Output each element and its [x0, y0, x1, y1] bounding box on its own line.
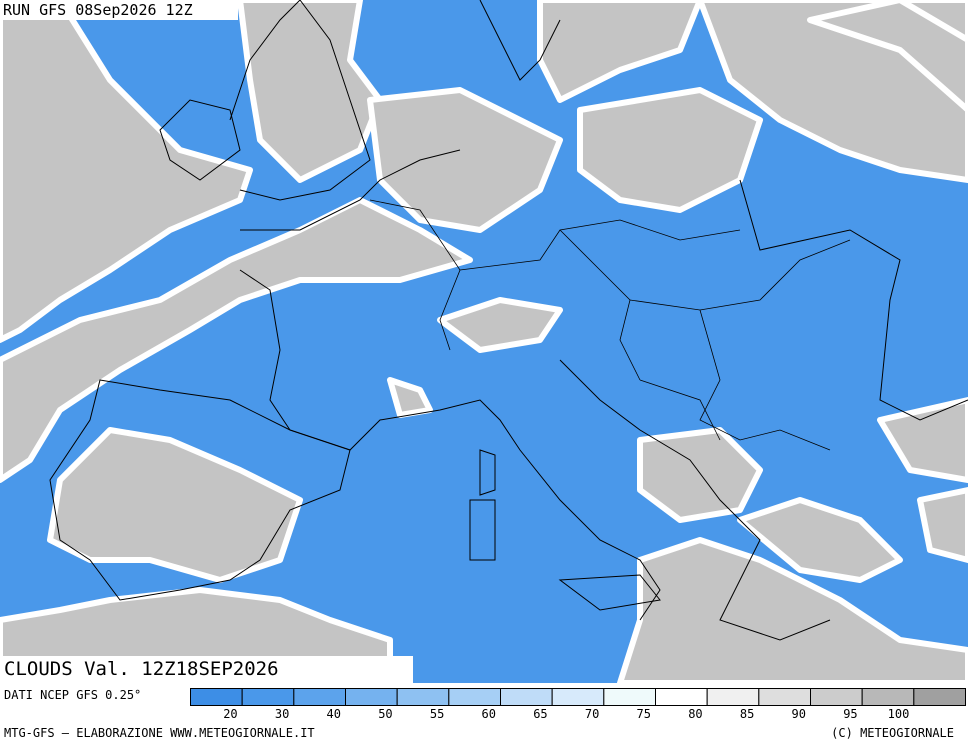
- scale-swatch: [706, 688, 760, 706]
- scale-label: 100: [888, 707, 910, 721]
- scale-swatch: [758, 688, 811, 706]
- copyright-label: (C) METEOGIORNALE: [831, 726, 954, 740]
- color-scale: 20 30 40 50 55 60 65 70 75 80 85 90 95 100: [190, 688, 966, 721]
- cloud-map: [0, 0, 968, 683]
- scale-label: 80: [688, 707, 702, 721]
- scale-swatch: [655, 688, 708, 706]
- scale-label: 55: [430, 707, 444, 721]
- scale-label: 70: [585, 707, 599, 721]
- scale-swatch: [500, 688, 553, 706]
- scale-swatch: [603, 688, 657, 706]
- scale-swatch: [396, 688, 450, 706]
- coastlines: [49, 0, 968, 641]
- validity-label: CLOUDS Val. 12Z18SEP2026: [0, 656, 413, 683]
- borders: [369, 199, 851, 451]
- scale-label: 60: [482, 707, 496, 721]
- scale-label: 90: [792, 707, 806, 721]
- scale-swatch: [861, 688, 915, 706]
- scale-label: 65: [533, 707, 547, 721]
- scale-label: 20: [223, 707, 237, 721]
- source-label: DATI NCEP GFS 0.25°: [4, 688, 142, 702]
- run-label: RUN GFS 08Sep2026 12Z: [0, 0, 238, 20]
- scale-swatch: [293, 688, 347, 706]
- scale-swatch: [190, 688, 243, 706]
- scale-swatch: [913, 688, 966, 706]
- scale-swatch: [345, 688, 398, 706]
- scale-swatch: [810, 688, 863, 706]
- scale-label: 50: [378, 707, 392, 721]
- scale-label: 75: [637, 707, 651, 721]
- credit-label: MTG-GFS — ELABORAZIONE WWW.METEOGIORNALE…: [4, 726, 315, 740]
- scale-label: 85: [740, 707, 754, 721]
- scale-label: 40: [327, 707, 341, 721]
- scale-swatch: [448, 688, 502, 706]
- scale-label: 30: [275, 707, 289, 721]
- scale-swatch: [241, 688, 295, 706]
- cloud-cover: [0, 0, 968, 683]
- scale-swatch: [551, 688, 605, 706]
- scale-label: 95: [843, 707, 857, 721]
